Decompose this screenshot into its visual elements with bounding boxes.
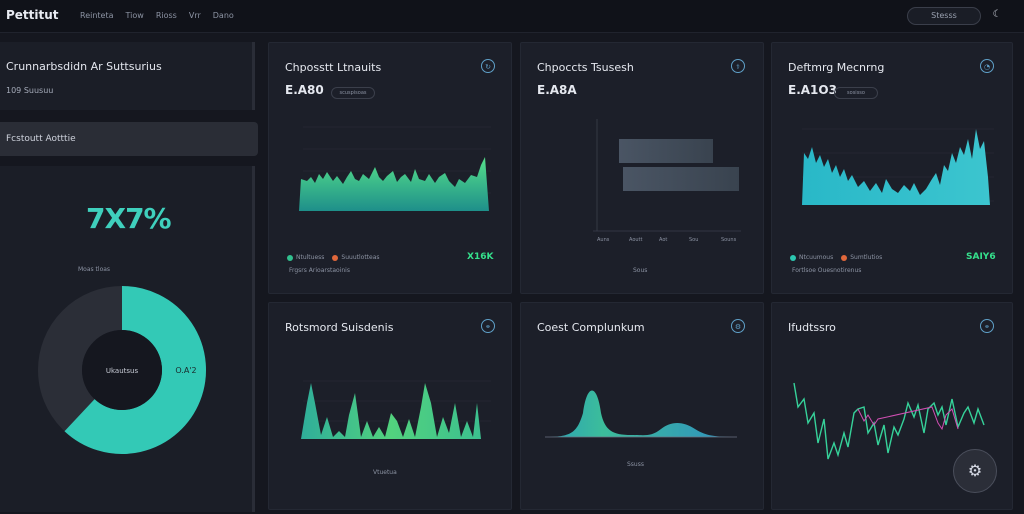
bar-chart-2: Auns Aoutt Aot Sou Souns <box>593 119 741 243</box>
area-series <box>802 129 990 205</box>
donut-chart: Ukautsus O.A'2 <box>36 284 208 456</box>
app-title: Pettitut <box>6 8 59 22</box>
legend-item: Suuutlotteas <box>332 254 380 261</box>
search-button[interactable]: Stesss <box>907 7 981 25</box>
area-chart-3 <box>802 128 994 205</box>
card-metric: X16K <box>467 252 494 262</box>
axis-tick-label: Auns <box>597 237 610 243</box>
card-title: Coest Complunkum <box>537 321 645 334</box>
summary-title: Crunnarbsdidn Ar Suttsurius <box>6 60 162 73</box>
card-coest: Coest Complunkum ⚙ Ssuss <box>520 302 764 510</box>
card-value: E.A8A <box>537 83 577 97</box>
top-bar: Pettitut Reinteta Tiow Rioss Vrr Dano St… <box>0 0 1024 33</box>
donut-center-label: Ukautsus <box>106 367 139 375</box>
area-chart-1 <box>299 126 491 211</box>
legend: Ntcuumous Sumtlutios <box>790 254 882 261</box>
area-chart-4 <box>301 380 491 439</box>
summary-card: Crunnarbsdidn Ar Suttsurius 109 Suusuu <box>0 42 255 110</box>
card-title: Rotsmord Suisdenis <box>285 321 394 334</box>
card-rotsmord: Rotsmord Suisdenis ⚭ Vtuetua <box>268 302 512 510</box>
donut-segment <box>64 286 206 454</box>
area-series <box>301 383 481 439</box>
line-chart-6 <box>793 382 985 460</box>
axis-tick-label: Aoutt <box>629 237 643 243</box>
card-title: Deftmrg Mecnrng <box>788 61 885 74</box>
area-series <box>299 157 489 211</box>
legend: Ntultuess Suuutlotteas <box>287 254 380 261</box>
legend-item: Ntcuumous <box>790 254 833 261</box>
card-title: Ifudtssro <box>788 321 836 334</box>
left-panel: Crunnarbsdidn Ar Suttsurius 109 Suusuu F… <box>0 40 258 514</box>
nav-item-2[interactable]: Tiow <box>125 11 144 20</box>
area-chart-5 <box>545 390 737 438</box>
gauge-icon[interactable]: ◔ <box>980 59 994 73</box>
link-icon[interactable]: ⚭ <box>481 319 495 333</box>
card-title: Chposstt Ltnauits <box>285 61 382 74</box>
card-caption: Frgsrs Arioarstaoinis <box>289 267 350 274</box>
nav-item-1[interactable]: Reinteta <box>80 11 114 20</box>
card-caption: Sous <box>633 267 648 274</box>
donut-card: 7X7% Moas tloas 80 Ps Ukautsus O.A'2 <box>0 166 255 512</box>
donut-hole <box>82 330 162 410</box>
area-series <box>545 390 737 437</box>
axis-tick-label: Aot <box>659 237 667 243</box>
summary-subtitle: 109 Suusuu <box>6 86 54 95</box>
big-percentage: 7X7% <box>86 202 172 235</box>
card-value: E.A1O3 <box>788 83 837 97</box>
card-value: E.A80 <box>285 83 324 97</box>
card-pill[interactable]: sosisso <box>834 87 878 99</box>
card-caption: Vtuetua <box>373 469 397 476</box>
line-series <box>793 382 985 460</box>
card-metric: SAIY6 <box>966 252 996 262</box>
legend-item: Ntultuess <box>287 254 324 261</box>
gear-icon[interactable]: ⚙ <box>953 449 997 493</box>
link-icon[interactable]: ⚭ <box>980 319 994 333</box>
settings-icon[interactable]: ⚙ <box>731 319 745 333</box>
nav-item-3[interactable]: Rioss <box>155 11 177 20</box>
legend-item: Sumtlutios <box>841 254 882 261</box>
moon-icon[interactable]: ☾ <box>992 9 1002 20</box>
card-title: Chpoccts Tsusesh <box>537 61 634 74</box>
donut-right-label: O.A'2 <box>175 366 196 375</box>
card-pill[interactable]: scuspisoas <box>331 87 375 99</box>
stethoscope-icon[interactable]: ⚕ <box>731 59 745 73</box>
axis-tick-label: Sou <box>689 237 698 243</box>
bar <box>623 167 739 191</box>
card-chposstt: Chposstt Ltnauits E.A80 scuspisoas ↻ Ntu… <box>268 42 512 294</box>
bar <box>619 139 713 163</box>
section-bar[interactable]: Fcstoutt Aotttie <box>0 122 258 156</box>
nav-item-4[interactable]: Vrr <box>188 11 201 20</box>
card-deftmrg: Deftmrg Mecnrng E.A1O3 sosisso ◔ Ntcuumo… <box>771 42 1013 294</box>
top-nav: Reinteta Tiow Rioss Vrr Dano <box>80 11 234 20</box>
card-chpoccts: Chpoccts Tsusesh E.A8A ⚕ Auns Aoutt Aot … <box>520 42 764 294</box>
card-caption: Ssuss <box>627 461 644 468</box>
nav-item-5[interactable]: Dano <box>212 11 234 20</box>
card-caption: Fortlsoe Ouesnotirenus <box>792 267 862 274</box>
refresh-icon[interactable]: ↻ <box>481 59 495 73</box>
donut-caption: Moas tloas <box>78 266 111 273</box>
line-series <box>857 406 959 431</box>
axis-tick-label: Souns <box>721 237 737 243</box>
section-bar-label: Fcstoutt Aotttie <box>6 134 76 144</box>
